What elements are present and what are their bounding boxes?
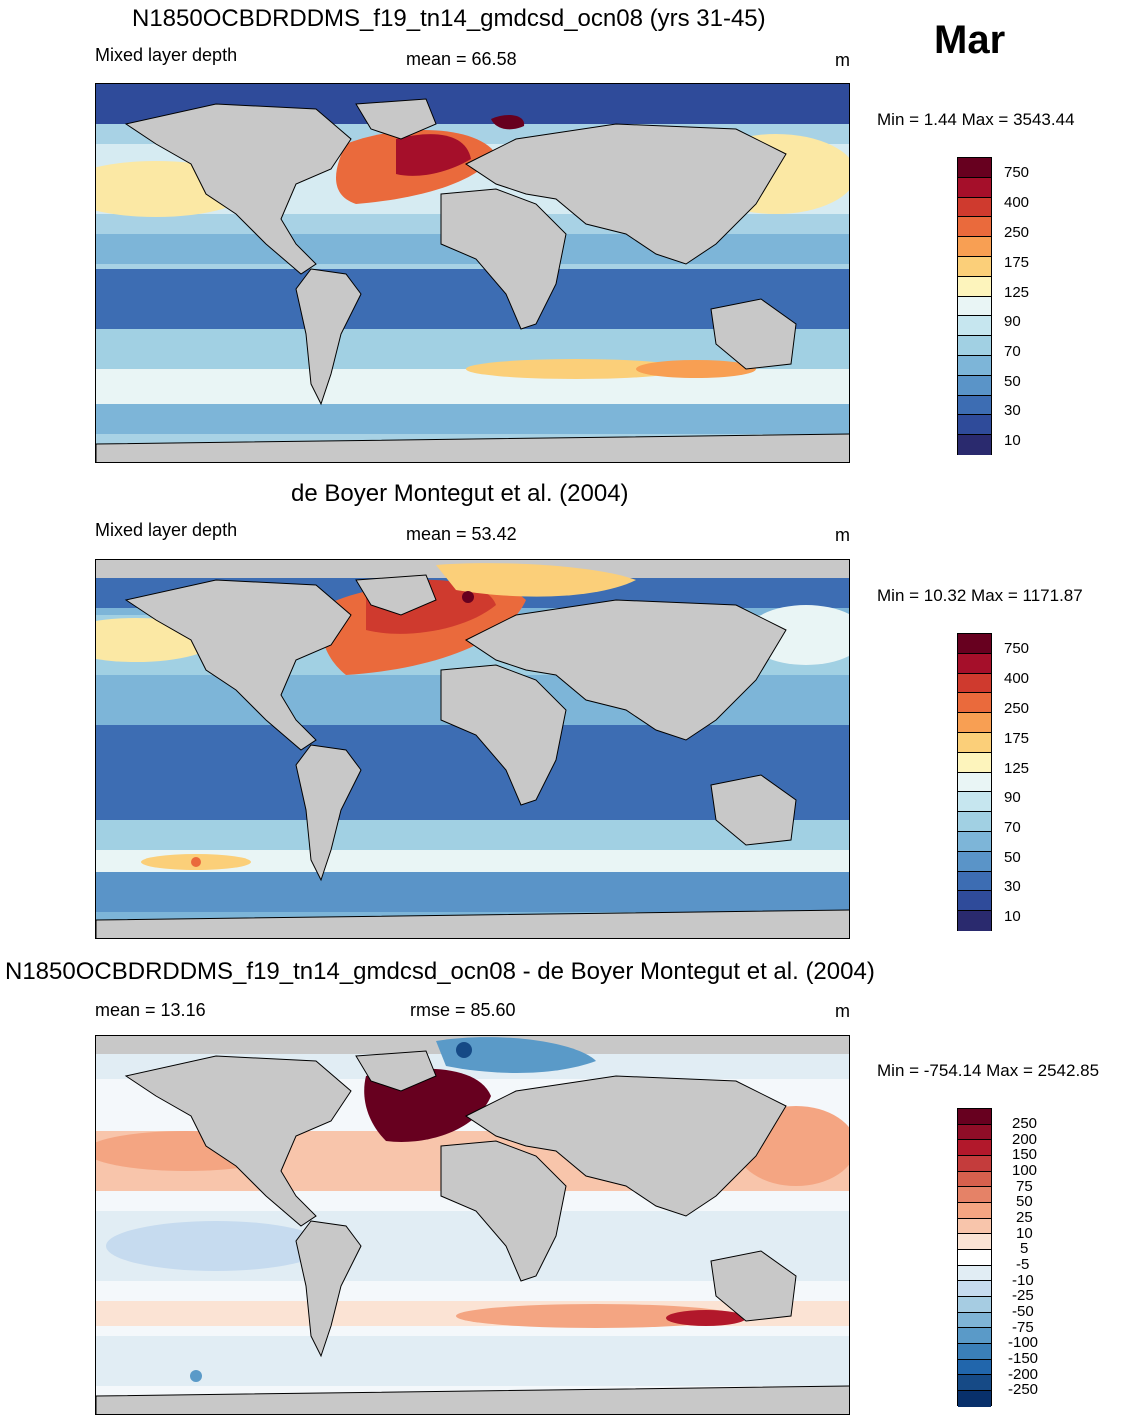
colorbar-3-tick: 250	[1012, 1115, 1038, 1132]
panel-2-variable-label: Mixed layer depth	[95, 520, 238, 540]
colorbar-1-tick: 90	[1004, 313, 1021, 330]
colorbar-2-tick: 30	[1004, 878, 1021, 895]
panel-1-variable-label: Mixed layer depth	[95, 45, 238, 65]
panel-3-colorbar	[957, 1108, 992, 1407]
colorbar-2-tick: 50	[1004, 849, 1021, 866]
colorbar-3-tick: -5	[1016, 1256, 1030, 1273]
panel-1-colorbar	[957, 157, 992, 455]
colorbar-2-tick: 250	[1004, 700, 1030, 717]
colorbar-1-tick: 70	[1004, 343, 1021, 360]
colorbar-1-tick: 175	[1004, 254, 1030, 271]
panel-2-title: de Boyer Montegut et al. (2004)	[291, 480, 629, 507]
panel-3-map	[95, 1035, 850, 1415]
colorbar-1-tick: 10	[1004, 432, 1021, 449]
colorbar-3-tick: 100	[1012, 1162, 1038, 1179]
month-label: Mar	[934, 18, 1006, 62]
colorbar-1-tick: 50	[1004, 373, 1021, 390]
colorbar-3-tick: -25	[1012, 1287, 1034, 1304]
colorbar-3-tick: -50	[1012, 1303, 1034, 1320]
panel-2-units-label: m	[835, 525, 850, 545]
panel-3-mean-label: mean = 13.16	[95, 1000, 206, 1020]
panel-3-units-label: m	[835, 1001, 850, 1021]
colorbar-3-tick: 25	[1016, 1209, 1033, 1226]
colorbar-1-tick: 400	[1004, 194, 1030, 211]
panel-1-mean-label: mean = 66.58	[406, 49, 517, 69]
colorbar-3-tick: -10	[1012, 1272, 1034, 1289]
colorbar-3-tick: 5	[1020, 1240, 1029, 1257]
colorbar-3-tick: -150	[1008, 1350, 1039, 1367]
colorbar-2-tick: 10	[1004, 908, 1021, 925]
panel-3-min-max: Min = -754.14 Max = 2542.85	[877, 1061, 1100, 1080]
colorbar-2-tick: 90	[1004, 789, 1021, 806]
colorbar-2-tick: 125	[1004, 760, 1030, 777]
colorbar-1-tick: 30	[1004, 402, 1021, 419]
panel-2-mean-label: mean = 53.42	[406, 524, 517, 544]
colorbar-3-tick: -250	[1008, 1381, 1039, 1398]
colorbar-1-tick: 750	[1004, 164, 1030, 181]
panel-3-rmse-label: rmse = 85.60	[410, 1000, 516, 1020]
colorbar-2-tick: 70	[1004, 819, 1021, 836]
colorbar-3-tick: 150	[1012, 1146, 1038, 1163]
panel-2-colorbar	[957, 633, 992, 931]
colorbar-1-tick: 125	[1004, 284, 1030, 301]
panel-2-map	[95, 559, 850, 939]
colorbar-2-tick: 750	[1004, 640, 1030, 657]
panel-1-min-max: Min = 1.44 Max = 3543.44	[877, 110, 1075, 129]
panel-1-units-label: m	[835, 50, 850, 70]
panel-2-min-max: Min = 10.32 Max = 1171.87	[877, 586, 1083, 605]
colorbar-3-tick: -200	[1008, 1366, 1039, 1383]
colorbar-2-tick: 175	[1004, 730, 1030, 747]
colorbar-3-tick: -75	[1012, 1319, 1034, 1336]
panel-1-map	[95, 83, 850, 463]
colorbar-3-tick: 200	[1012, 1131, 1038, 1148]
panel-3-title: N1850OCBDRDDMS_f19_tn14_gmdcsd_ocn08 - d…	[5, 958, 875, 985]
colorbar-3-tick: 75	[1016, 1178, 1033, 1195]
colorbar-1-tick: 250	[1004, 224, 1030, 241]
colorbar-3-tick: 10	[1016, 1225, 1033, 1242]
colorbar-3-tick: -100	[1008, 1334, 1039, 1351]
panel-1-title: N1850OCBDRDDMS_f19_tn14_gmdcsd_ocn08 (yr…	[132, 5, 766, 32]
colorbar-3-tick: 50	[1016, 1193, 1033, 1210]
colorbar-2-tick: 400	[1004, 670, 1030, 687]
